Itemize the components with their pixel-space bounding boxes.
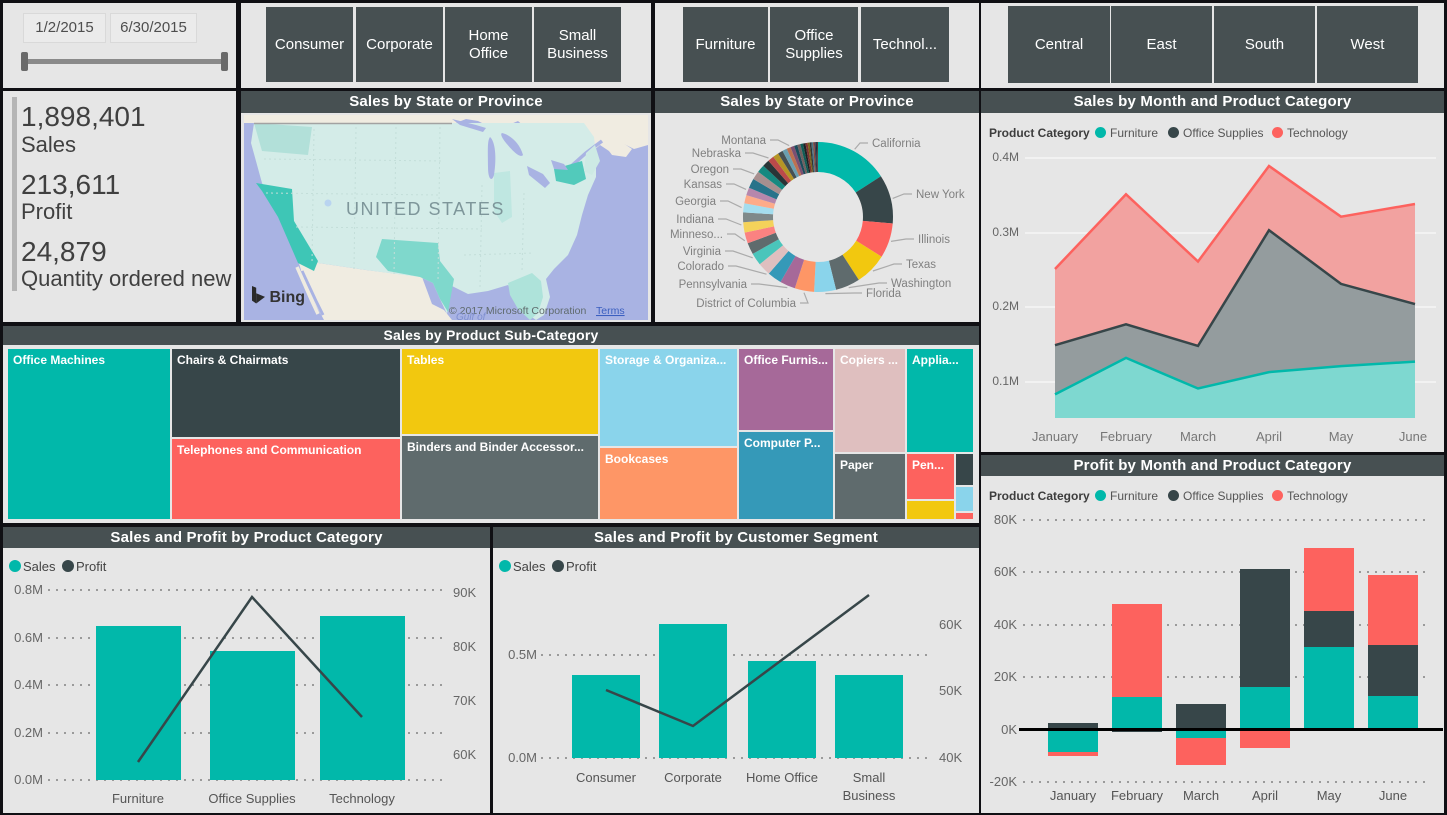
svg-text:© 2017 Microsoft Corporation: © 2017 Microsoft Corporation: [449, 305, 586, 317]
svg-text:Texas: Texas: [906, 259, 936, 271]
svg-text:Bing: Bing: [270, 289, 306, 306]
svg-text:Illinois: Illinois: [918, 234, 950, 246]
svg-text:Pennsylvania: Pennsylvania: [679, 279, 748, 291]
svg-text:UNITED STATES: UNITED STATES: [346, 199, 505, 219]
svg-text:Nebraska: Nebraska: [692, 148, 742, 160]
svg-text:Kansas: Kansas: [684, 179, 723, 191]
svg-text:Georgia: Georgia: [675, 196, 717, 208]
svg-text:Florida: Florida: [866, 288, 902, 300]
svg-text:Oregon: Oregon: [691, 164, 729, 176]
svg-text:Minneso...: Minneso...: [670, 229, 723, 241]
svg-text:Montana: Montana: [721, 135, 766, 147]
svg-text:California: California: [872, 138, 921, 150]
svg-text:Colorado: Colorado: [677, 261, 724, 273]
svg-text:Gulf of: Gulf of: [456, 312, 487, 320]
svg-text:Virginia: Virginia: [683, 246, 722, 258]
svg-text:District of Columbia: District of Columbia: [696, 298, 796, 310]
svg-text:Terms: Terms: [596, 305, 625, 317]
svg-text:Washington: Washington: [891, 278, 951, 290]
svg-text:New York: New York: [916, 189, 965, 201]
svg-text:Indiana: Indiana: [676, 214, 714, 226]
